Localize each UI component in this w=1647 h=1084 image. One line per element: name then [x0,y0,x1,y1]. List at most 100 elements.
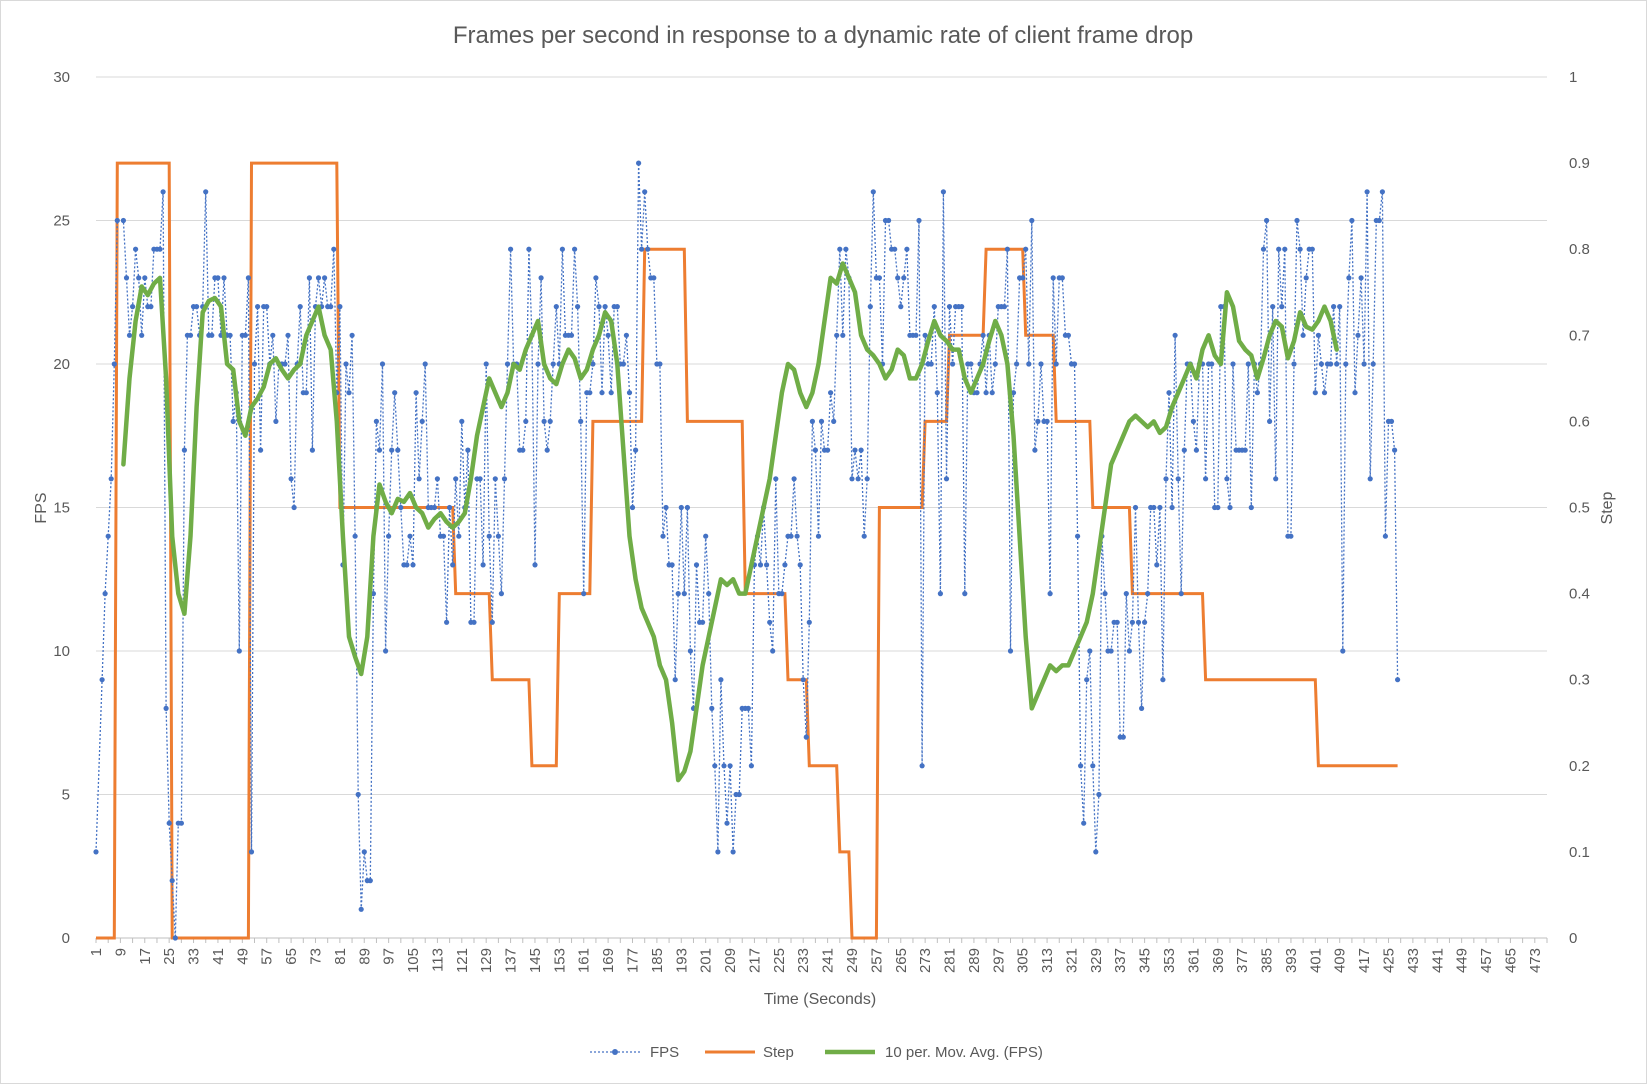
fps-point [651,275,657,281]
fps-point [642,189,648,195]
fps-point [547,418,553,424]
fps-point [187,332,194,338]
fps-point [309,447,315,453]
fps-point [806,619,812,625]
fps-point [593,275,599,281]
fps-point [544,447,550,453]
x-tick-label: 393 [1283,948,1300,973]
fps-point [498,591,504,597]
fps-point [904,246,910,252]
fps-point [1337,304,1343,310]
fps-point [983,390,989,396]
fps-point [712,763,718,769]
fps-point [126,332,133,338]
fps-point [413,390,419,396]
x-tick-label: 217 [746,948,763,973]
fps-point [373,418,379,424]
fps-point [1035,418,1041,424]
fps-point [633,447,639,453]
fps-point [678,504,684,511]
fps-point [386,533,392,539]
legend-label-fps: FPS [650,1044,679,1061]
legend-label-step: Step [763,1044,794,1061]
fps-point [1154,562,1160,568]
fps-point [1318,361,1324,367]
fps-point [916,217,922,224]
fps-point [166,820,172,826]
fps-point [541,418,547,424]
x-tick-label: 137 [503,948,520,973]
x-tick-label: 385 [1259,948,1276,973]
fps-point [431,504,437,511]
fps-point [1166,390,1172,396]
fps-point [1050,275,1056,281]
fps-point [843,246,849,252]
fps-point [1352,390,1358,396]
x-tick-label: 97 [381,948,398,965]
fps-point [675,591,681,597]
y2-tick-label: 0.6 [1569,413,1590,430]
fps-point [236,648,242,654]
fps-point [797,562,803,568]
fps-point [568,332,575,338]
fps-point [928,361,934,367]
fps-point [553,304,559,310]
y2-tick-label: 0.4 [1569,586,1590,603]
fps-point [440,533,447,539]
fps-point [1376,217,1382,224]
y-tick-label: 5 [62,787,70,804]
fps-point [946,304,953,310]
x-tick-label: 89 [356,948,373,965]
y2-tick-label: 0.3 [1569,672,1590,689]
fps-point [1395,677,1401,683]
fps-point [852,447,858,453]
fps-point [532,562,538,568]
fps-point [1245,361,1251,367]
fps-point [178,820,184,826]
y2-tick-label: 1 [1569,69,1577,86]
fps-point [492,476,498,482]
fps-point [376,447,383,453]
fps-point [108,476,114,482]
fps-point [672,677,678,683]
legend: FPS Step 10 per. Mov. Avg. (FPS) [590,1044,1043,1061]
y2-tick-label: 0.1 [1569,844,1590,861]
fps-point [727,763,733,769]
x-tick-label: 425 [1380,948,1397,973]
fps-point [434,476,440,482]
fps-point [773,476,779,482]
fps-point [1142,619,1148,625]
fps-point [748,763,755,769]
x-tick-label: 1 [88,948,105,956]
fps-point [169,878,175,884]
fps-point [495,533,501,539]
fps-point [1190,418,1196,424]
fps-point [245,275,251,281]
legend-label-moving-average: 10 per. Mov. Avg. (FPS) [885,1044,1043,1061]
fps-point [779,591,785,597]
fps-point [626,390,633,396]
fps-point [1264,217,1270,224]
fps-point [501,476,508,482]
x-tick-label: 177 [625,948,642,973]
fps-point [645,246,651,252]
x-tick-label: 457 [1478,948,1495,973]
y2-tick-label: 0.5 [1569,500,1590,517]
fps-point [123,275,130,281]
fps-point [1038,361,1044,367]
fps-point [898,304,904,310]
fps-point [730,849,736,855]
fps-point [520,447,526,453]
fps-point [285,332,291,338]
x-tick-label: 33 [186,948,203,965]
fps-point [526,246,532,252]
y-tick-label: 20 [53,356,70,373]
fps-point [456,533,462,539]
y-tick-label: 15 [53,500,70,517]
fps-point [660,533,666,539]
fps-point [831,418,837,424]
x-tick-label: 169 [600,948,617,973]
